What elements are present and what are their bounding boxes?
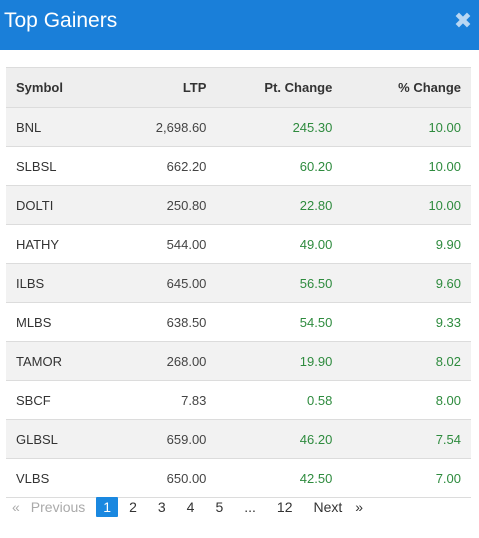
- page-5-button[interactable]: 5: [215, 499, 224, 515]
- next-button[interactable]: Next: [313, 499, 343, 515]
- gainers-table: Symbol LTP Pt. Change % Change BNL 2,698…: [6, 67, 471, 498]
- table-row[interactable]: ILBS 645.00 56.50 9.60: [6, 263, 471, 303]
- cell-ltp: 2,698.60: [115, 107, 217, 147]
- page-1-button[interactable]: 1: [96, 497, 119, 517]
- cell-ltp: 544.00: [115, 224, 217, 264]
- modal-title: Top Gainers: [4, 9, 118, 32]
- cell-ltp: 662.20: [115, 146, 217, 186]
- cell-symbol[interactable]: VLBS: [6, 458, 116, 498]
- cell-pct-change: 10.00: [342, 107, 471, 147]
- cell-pt-change: 56.50: [216, 263, 343, 303]
- modal-header: Top Gainers ✖: [0, 0, 479, 50]
- table-row[interactable]: SLBSL 662.20 60.20 10.00: [6, 146, 471, 186]
- table-header-row: Symbol LTP Pt. Change % Change: [6, 67, 471, 108]
- cell-symbol[interactable]: ILBS: [6, 263, 116, 303]
- table-row[interactable]: SBCF 7.83 0.58 8.00: [6, 380, 471, 420]
- next-arrow-icon[interactable]: »: [355, 499, 364, 515]
- column-header-symbol[interactable]: Symbol: [6, 67, 116, 108]
- column-header-pt-change[interactable]: Pt. Change: [216, 67, 343, 108]
- cell-ltp: 645.00: [115, 263, 217, 303]
- page-4-button[interactable]: 4: [186, 499, 195, 515]
- pagination-ellipsis: ...: [244, 499, 256, 515]
- previous-button[interactable]: Previous: [30, 499, 86, 515]
- cell-symbol[interactable]: SLBSL: [6, 146, 116, 186]
- column-header-ltp[interactable]: LTP: [115, 67, 217, 108]
- cell-pt-change: 54.50: [216, 302, 343, 342]
- cell-ltp: 250.80: [115, 185, 217, 225]
- cell-pct-change: 9.60: [342, 263, 471, 303]
- cell-pct-change: 9.33: [342, 302, 471, 342]
- previous-arrow-icon: «: [12, 499, 20, 515]
- table-row[interactable]: HATHY 544.00 49.00 9.90: [6, 224, 471, 264]
- table-row[interactable]: BNL 2,698.60 245.30 10.00: [6, 107, 471, 147]
- gainers-table-container: Symbol LTP Pt. Change % Change BNL 2,698…: [6, 67, 471, 498]
- table-row[interactable]: MLBS 638.50 54.50 9.33: [6, 302, 471, 342]
- cell-pt-change: 46.20: [216, 419, 343, 459]
- cell-ltp: 7.83: [115, 380, 217, 420]
- cell-pt-change: 19.90: [216, 341, 343, 381]
- table-row[interactable]: TAMOR 268.00 19.90 8.02: [6, 341, 471, 381]
- page-3-button[interactable]: 3: [157, 499, 166, 515]
- cell-pct-change: 8.02: [342, 341, 471, 381]
- column-header-pct-change[interactable]: % Change: [342, 67, 471, 108]
- cell-symbol[interactable]: BNL: [6, 107, 116, 147]
- cell-pt-change: 42.50: [216, 458, 343, 498]
- cell-symbol[interactable]: DOLTI: [6, 185, 116, 225]
- table-row[interactable]: VLBS 650.00 42.50 7.00: [6, 458, 471, 498]
- cell-symbol[interactable]: MLBS: [6, 302, 116, 342]
- cell-pt-change: 245.30: [216, 107, 343, 147]
- cell-ltp: 650.00: [115, 458, 217, 498]
- cell-pct-change: 10.00: [342, 146, 471, 186]
- cell-pt-change: 49.00: [216, 224, 343, 264]
- cell-pct-change: 10.00: [342, 185, 471, 225]
- cell-symbol[interactable]: SBCF: [6, 380, 116, 420]
- cell-symbol[interactable]: TAMOR: [6, 341, 116, 381]
- cell-pt-change: 22.80: [216, 185, 343, 225]
- cell-pt-change: 60.20: [216, 146, 343, 186]
- cell-pct-change: 7.54: [342, 419, 471, 459]
- pagination: « Previous 1 2 3 4 5 ... 12 Next »: [12, 496, 363, 518]
- cell-pct-change: 8.00: [342, 380, 471, 420]
- page-2-button[interactable]: 2: [129, 499, 137, 515]
- close-icon[interactable]: ✖: [453, 8, 473, 33]
- page-12-button[interactable]: 12: [276, 499, 293, 515]
- cell-ltp: 268.00: [115, 341, 217, 381]
- cell-symbol[interactable]: GLBSL: [6, 419, 116, 459]
- cell-pt-change: 0.58: [216, 380, 343, 420]
- table-row[interactable]: DOLTI 250.80 22.80 10.00: [6, 185, 471, 225]
- table-row[interactable]: GLBSL 659.00 46.20 7.54: [6, 419, 471, 459]
- cell-ltp: 659.00: [115, 419, 217, 459]
- cell-ltp: 638.50: [115, 302, 217, 342]
- cell-symbol[interactable]: HATHY: [6, 224, 116, 264]
- cell-pct-change: 9.90: [342, 224, 471, 264]
- cell-pct-change: 7.00: [342, 458, 471, 498]
